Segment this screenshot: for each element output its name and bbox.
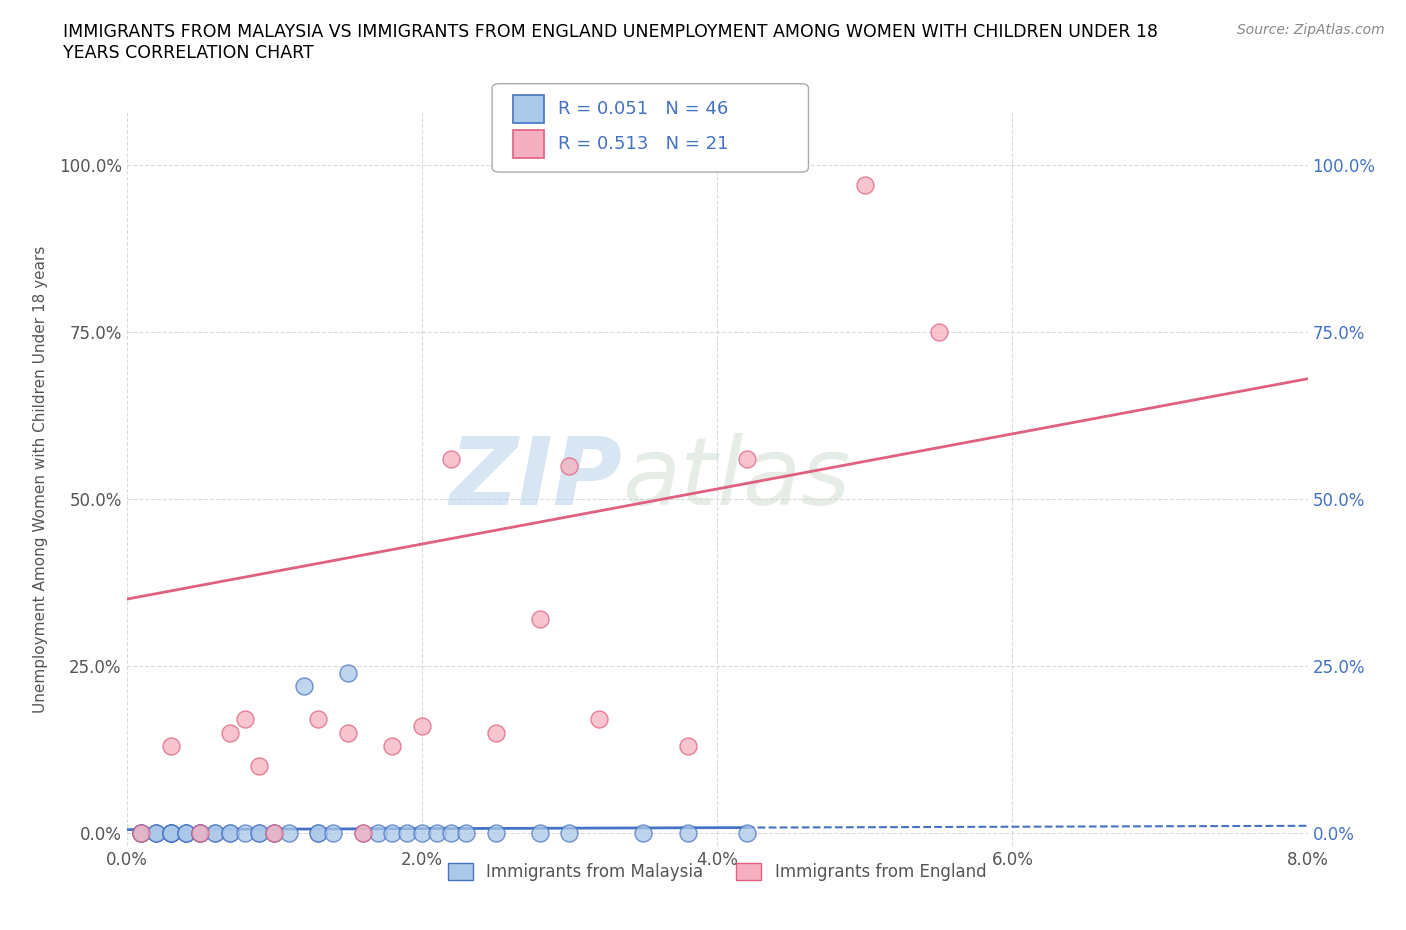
Point [129,826,153,841]
Point [160,826,183,841]
Point [558,458,581,473]
Point [381,826,404,841]
Point [588,712,610,727]
Point [249,826,271,841]
Point [381,738,404,753]
Point [307,826,329,841]
Point [188,826,212,841]
Point [188,826,212,841]
Point [337,665,360,680]
Point [676,826,699,841]
Point [440,826,463,841]
Point [160,738,183,753]
Point [145,826,167,841]
Text: atlas: atlas [623,433,851,525]
Point [367,826,389,841]
Point [249,826,271,841]
Point [928,325,950,339]
Point [440,451,463,466]
Point [174,826,197,841]
Point [174,826,197,841]
Point [352,826,374,841]
Point [263,826,285,841]
Point [233,826,256,841]
Point [204,826,226,841]
Text: R = 0.051   N = 46: R = 0.051 N = 46 [558,100,728,118]
Point [219,826,242,841]
Point [484,826,508,841]
Point [676,738,699,753]
Point [735,451,758,466]
Point [411,719,433,734]
Legend: Immigrants from Malaysia, Immigrants from England: Immigrants from Malaysia, Immigrants fro… [439,855,995,889]
Point [188,826,212,841]
Y-axis label: Unemployment Among Women with Children Under 18 years: Unemployment Among Women with Children U… [32,246,48,712]
Point [174,826,197,841]
Point [292,679,315,694]
Point [337,725,360,740]
Point [853,178,876,193]
Point [322,826,344,841]
Point [219,826,242,841]
Point [558,826,581,841]
Point [129,826,153,841]
Text: ZIP: ZIP [450,433,623,525]
Point [352,826,374,841]
Point [456,826,478,841]
Point [219,725,242,740]
Text: IMMIGRANTS FROM MALAYSIA VS IMMIGRANTS FROM ENGLAND UNEMPLOYMENT AMONG WOMEN WIT: IMMIGRANTS FROM MALAYSIA VS IMMIGRANTS F… [63,23,1159,62]
Point [411,826,433,841]
Point [633,826,655,841]
Point [145,826,167,841]
Point [204,826,226,841]
Point [160,826,183,841]
Point [529,612,551,627]
Point [160,826,183,841]
Point [278,826,301,841]
Text: Source: ZipAtlas.com: Source: ZipAtlas.com [1237,23,1385,37]
Point [145,826,167,841]
Point [233,712,256,727]
Point [426,826,449,841]
Point [307,712,329,727]
Point [529,826,551,841]
Point [307,826,329,841]
Point [129,826,153,841]
Point [188,826,212,841]
Text: R = 0.513   N = 21: R = 0.513 N = 21 [558,135,728,153]
Point [263,826,285,841]
Point [160,826,183,841]
Point [735,826,758,841]
Point [160,826,183,841]
Point [129,826,153,841]
Point [249,759,271,774]
Point [263,826,285,841]
Point [396,826,419,841]
Point [484,725,508,740]
